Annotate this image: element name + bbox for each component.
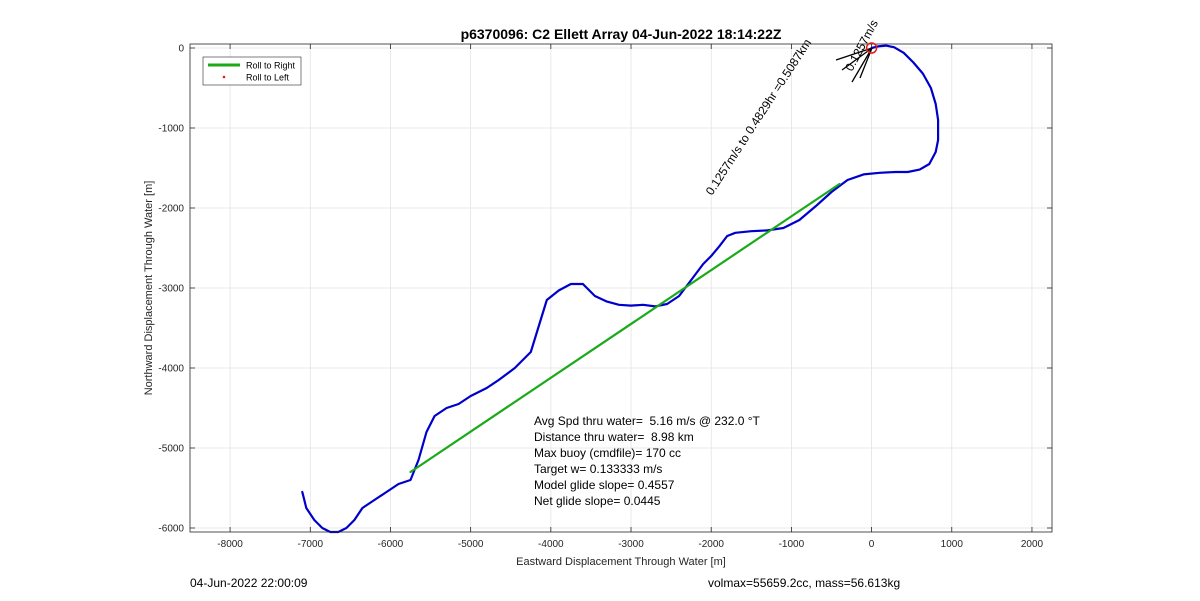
x-tick-label: -2000 xyxy=(698,539,724,550)
footer-timestamp: 04-Jun-2022 22:00:09 xyxy=(190,576,308,590)
legend-label-roll-right: Roll to Right xyxy=(246,61,296,71)
roll-right-line xyxy=(409,182,841,474)
current-vector-line-3 xyxy=(851,47,873,83)
current-vector-line-1 xyxy=(835,47,873,61)
annotation-max-buoy: Max buoy (cmdfile)= 170 cc xyxy=(534,446,681,460)
origin-marker xyxy=(865,42,878,54)
plot-frame xyxy=(189,43,1053,533)
annotation-net-glide: Net glide slope= 0.0445 xyxy=(534,494,661,508)
legend-label-roll-left: Roll to Left xyxy=(246,73,290,83)
y-axis-label: Northward Displacement Through Water [m] xyxy=(143,181,155,396)
x-tick-label: 0 xyxy=(869,539,875,550)
legend-marker-roll-left xyxy=(222,75,226,79)
x-tick-label: 2000 xyxy=(1021,539,1044,550)
x-tick-label: -7000 xyxy=(297,539,323,550)
annotation-model-glide: Model glide slope= 0.4557 xyxy=(534,478,675,492)
series-layer xyxy=(301,44,940,534)
x-tick-label: -3000 xyxy=(618,539,644,550)
x-tick-label: -1000 xyxy=(779,539,805,550)
x-tick-label: -5000 xyxy=(458,539,484,550)
x-tick-label: -6000 xyxy=(378,539,404,550)
glider-track-line xyxy=(301,44,940,534)
y-tick-label: -1000 xyxy=(158,124,184,135)
x-tick-label: -4000 xyxy=(538,539,564,550)
legend: Roll to Right Roll to Left xyxy=(202,56,302,86)
y-tick-label: -5000 xyxy=(158,444,184,455)
current-vector-line-2 xyxy=(841,47,873,71)
y-tick-label: -3000 xyxy=(158,284,184,295)
y-tick-label: -4000 xyxy=(158,364,184,375)
chart-title: p6370096: C2 Ellett Array 04-Jun-2022 18… xyxy=(461,26,782,42)
legend-box xyxy=(202,56,302,86)
annotation-avg-speed: Avg Spd thru water= 5.16 m/s @ 232.0 °T xyxy=(534,414,761,428)
annotation-distance: Distance thru water= 8.98 km xyxy=(534,430,694,444)
y-tick-label: -6000 xyxy=(158,524,184,535)
x-tick-label: 1000 xyxy=(941,539,964,550)
annotation-target-w: Target w= 0.133333 m/s xyxy=(534,462,662,476)
grid xyxy=(190,44,1052,532)
footer-mass-info: volmax=55659.2cc, mass=56.613kg xyxy=(708,576,901,590)
x-tick-label: -8000 xyxy=(217,539,243,550)
stats-annotation: Avg Spd thru water= 5.16 m/s @ 232.0 °T … xyxy=(534,414,761,508)
tick-layer: -8000 -7000 -6000 -5000 -4000 -3000 -2000 -1000… xyxy=(158,44,1052,550)
y-tick-label: -2000 xyxy=(158,204,184,215)
y-tick-label: 0 xyxy=(178,44,184,55)
x-axis-label: Eastward Displacement Through Water [m] xyxy=(516,556,726,568)
